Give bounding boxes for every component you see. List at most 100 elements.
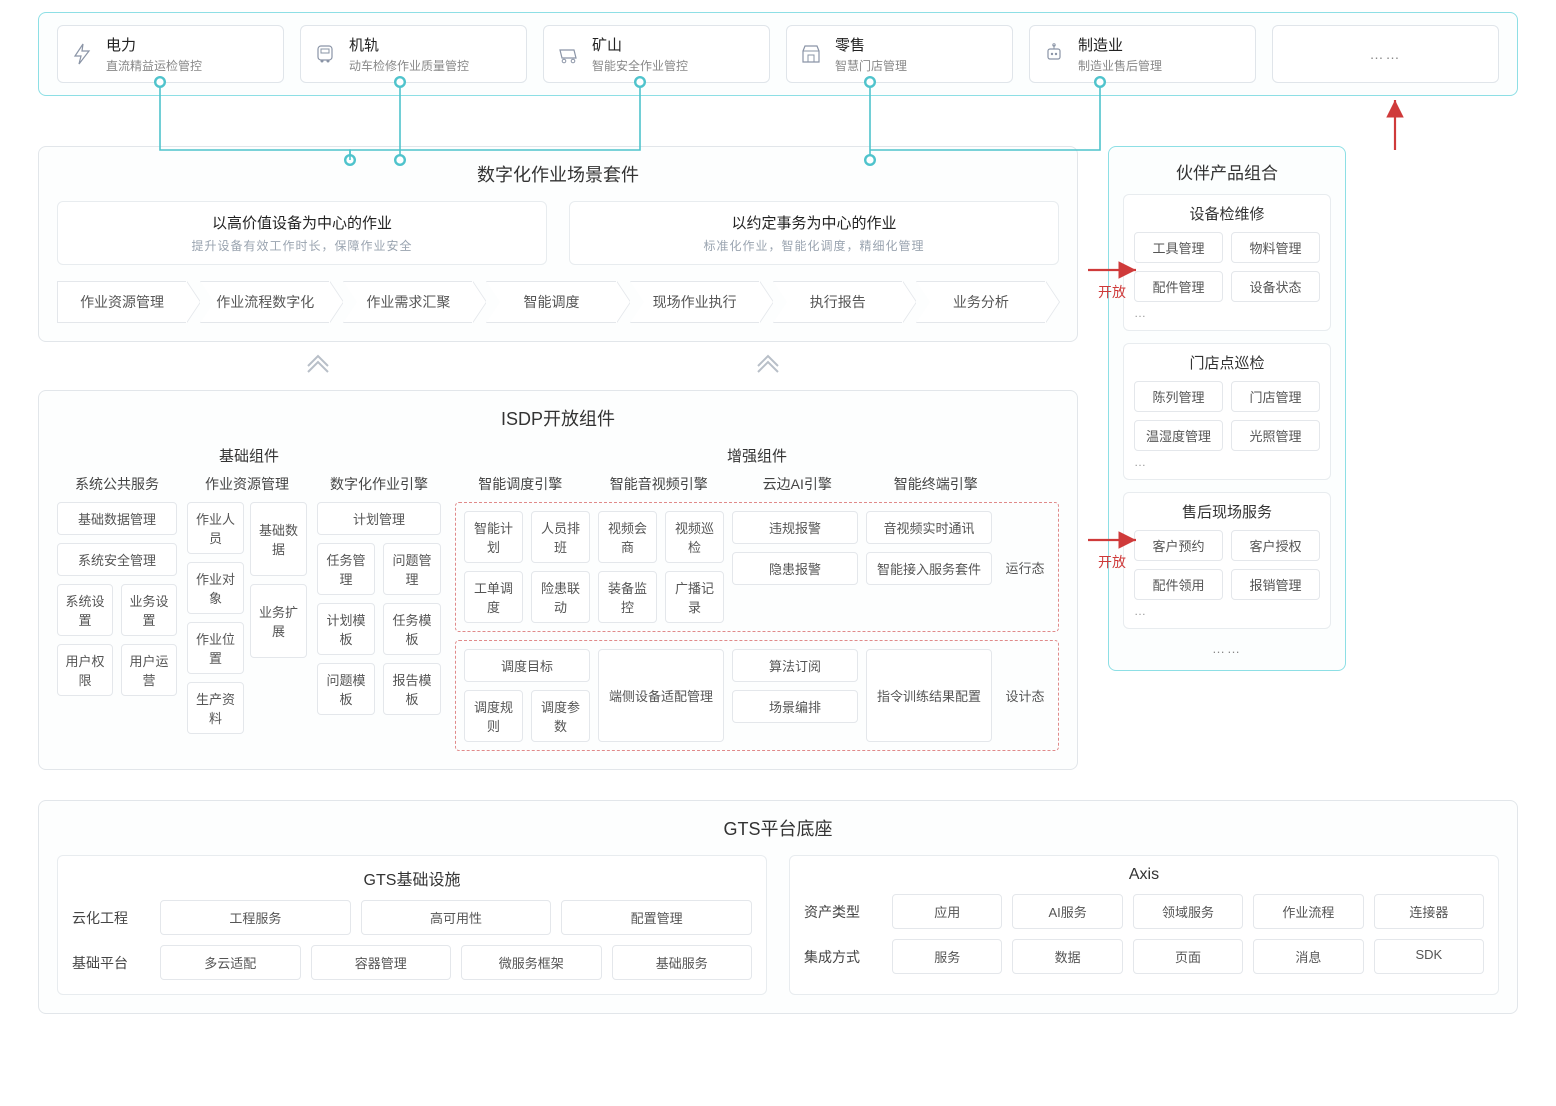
scenario-left: 以高价值设备为中心的作业 提升设备有效工作时长，保障作业安全 (57, 201, 547, 265)
col-header: 云边AI引擎 (732, 474, 863, 494)
chip: 服务 (892, 939, 1002, 974)
chip: AI服务 (1012, 894, 1122, 929)
chip: 用户权限 (57, 644, 113, 696)
chip: 消息 (1253, 939, 1363, 974)
partner-group: 门店点巡检 陈列管理 门店管理 温湿度管理 光照管理 … (1123, 343, 1331, 480)
industry-card-mine: 矿山智能安全作业管控 (543, 25, 770, 83)
industry-sub: 制造业售后管理 (1078, 57, 1162, 74)
chip: 配件管理 (1134, 271, 1223, 302)
chip: 配件领用 (1134, 569, 1223, 600)
chip: 基础数据管理 (57, 502, 177, 535)
col-header: 系统公共服务 (57, 474, 177, 494)
industry-title: 矿山 (592, 34, 688, 55)
chip: 物料管理 (1231, 232, 1320, 263)
arrow-step: 智能调度 (486, 281, 615, 323)
arrow-step: 作业流程数字化 (200, 281, 329, 323)
open-label: 开放 (1098, 552, 1126, 572)
chip: 调度参数 (531, 690, 590, 742)
chip: 微服务框架 (461, 945, 602, 980)
industry-card-mfg: 制造业制造业售后管理 (1029, 25, 1256, 83)
industry-sub: 智慧门店管理 (835, 57, 907, 74)
chip: 工具管理 (1134, 232, 1223, 263)
chip: 作业人员 (187, 502, 244, 554)
chip: 端侧设备适配管理 (598, 649, 724, 742)
chip: 调度规则 (464, 690, 523, 742)
arrow-step: 业务分析 (916, 281, 1045, 323)
chip: 温湿度管理 (1134, 420, 1223, 451)
chip: 业务扩展 (250, 584, 307, 658)
arrow-step: 作业需求汇聚 (343, 281, 472, 323)
chip: 多云适配 (160, 945, 301, 980)
arrow-step: 作业资源管理 (57, 281, 186, 323)
chip: 作业位置 (187, 622, 244, 674)
chip: 配置管理 (561, 900, 752, 935)
chip: 页面 (1133, 939, 1243, 974)
industry-sub: 直流精益运检管控 (106, 57, 202, 74)
run-state-zone: 智能计划人员排班 工单调度险患联动 视频会商视频巡检 装备监控广播记录 违规报警… (455, 502, 1059, 632)
arrow-step: 执行报告 (773, 281, 902, 323)
chip: 问题模板 (317, 663, 375, 715)
chip: 人员排班 (531, 511, 590, 563)
design-state-zone: 调度目标 调度规则调度参数 端侧设备适配管理 算法订阅 场景编排 (455, 640, 1059, 751)
gts-right: Axis 资产类型 应用 AI服务 领域服务 作业流程 连接器 集成方式 服务 (789, 855, 1499, 995)
chip: 报告模板 (383, 663, 441, 715)
arrow-flow: 作业资源管理 作业流程数字化 作业需求汇聚 智能调度 现场作业执行 执行报告 业… (57, 281, 1059, 323)
gts-row-label: 云化工程 (72, 908, 148, 928)
industry-title: 制造业 (1078, 34, 1162, 55)
chip: 调度目标 (464, 649, 590, 682)
chip: 生产资料 (187, 682, 244, 734)
industry-title: 机轨 (349, 34, 469, 55)
state-run-label: 运行态 (1000, 511, 1050, 623)
col-header: 智能终端引擎 (871, 474, 1002, 494)
col-header: 作业资源管理 (187, 474, 307, 494)
chip: 报销管理 (1231, 569, 1320, 600)
partner-title: 伙伴产品组合 (1123, 159, 1331, 184)
partner-group: 设备检维修 工具管理 物料管理 配件管理 设备状态 … (1123, 194, 1331, 331)
state-design-label: 设计态 (1000, 649, 1050, 742)
chip: 隐患报警 (732, 552, 858, 585)
chip: 基础服务 (612, 945, 753, 980)
enh-subheader: 增强组件 (455, 445, 1059, 466)
chip: 作业流程 (1253, 894, 1363, 929)
isdp-title: ISDP开放组件 (57, 405, 1059, 431)
chip: 光照管理 (1231, 420, 1320, 451)
col-header: 智能音视频引擎 (594, 474, 725, 494)
chip: 连接器 (1374, 894, 1484, 929)
chip: 算法订阅 (732, 649, 858, 682)
gts-left: GTS基础设施 云化工程 工程服务 高可用性 配置管理 基础平台 多云适配 容器… (57, 855, 767, 995)
train-icon (311, 40, 339, 68)
scenario-right: 以约定事务为中心的作业 标准化作业，智能化调度，精细化管理 (569, 201, 1059, 265)
bolt-icon (68, 40, 96, 68)
industry-more: …… (1272, 25, 1499, 83)
industry-title: 电力 (106, 34, 202, 55)
chip: 场景编排 (732, 690, 858, 723)
industry-title: 零售 (835, 34, 907, 55)
chip: 指令训练结果配置 (866, 649, 992, 742)
chip: 险患联动 (531, 571, 590, 623)
chip: 任务管理 (317, 543, 375, 595)
partner-more: …… (1123, 641, 1331, 656)
chevron-up-icon (38, 346, 1078, 376)
industry-card-retail: 零售智慧门店管理 (786, 25, 1013, 83)
robot-icon (1040, 40, 1068, 68)
gts-title: GTS平台底座 (57, 815, 1499, 841)
chip: 门店管理 (1231, 381, 1320, 412)
chip: 计划模板 (317, 603, 375, 655)
col-header: 智能调度引擎 (455, 474, 586, 494)
industry-band: 电力直流精益运检管控 机轨动车检修作业质量管控 矿山智能安全作业管控 零售智慧门… (38, 12, 1518, 96)
industry-card-power: 电力直流精益运检管控 (57, 25, 284, 83)
industry-card-rail: 机轨动车检修作业质量管控 (300, 25, 527, 83)
chip: 视频巡检 (665, 511, 724, 563)
chip: SDK (1374, 939, 1484, 974)
chip: 用户运营 (121, 644, 177, 696)
basic-subheader: 基础组件 (57, 445, 441, 466)
chip: 工程服务 (160, 900, 351, 935)
open-label: 开放 (1098, 282, 1126, 302)
partner-panel: 伙伴产品组合 设备检维修 工具管理 物料管理 配件管理 设备状态 … 门店点巡检… (1108, 146, 1346, 671)
chip: 领域服务 (1133, 894, 1243, 929)
chip: 作业对象 (187, 562, 244, 614)
industry-sub: 动车检修作业质量管控 (349, 57, 469, 74)
chip: 装备监控 (598, 571, 657, 623)
chip: 违规报警 (732, 511, 858, 544)
chip: 任务模板 (383, 603, 441, 655)
